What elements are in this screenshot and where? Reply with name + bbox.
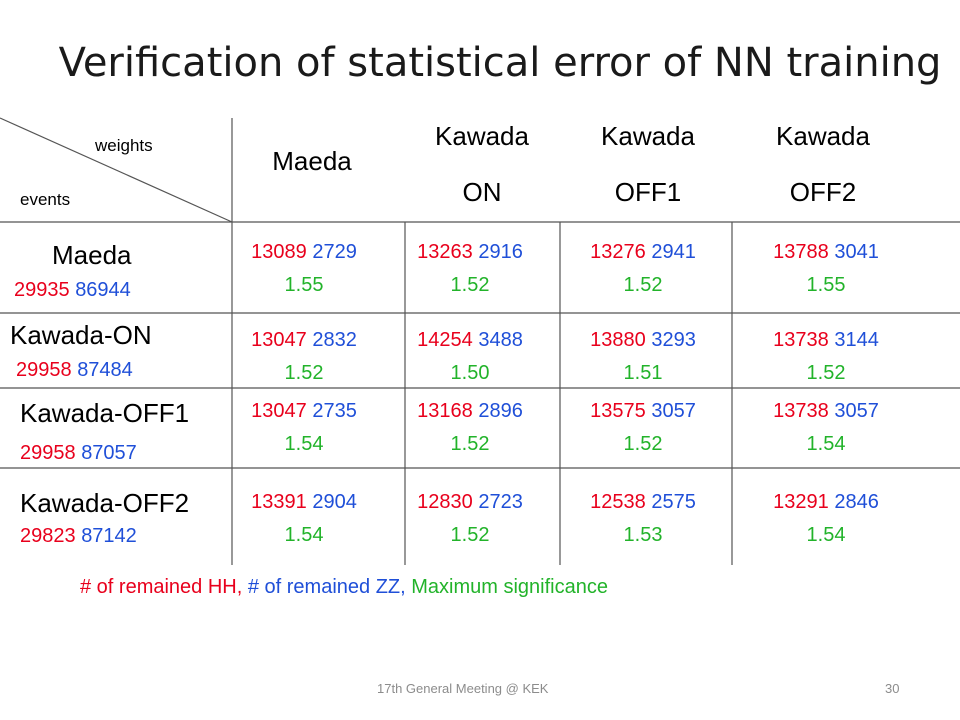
significance-value: 1.52	[450, 524, 490, 546]
significance-value: 1.54	[284, 524, 324, 546]
zz-count: 2729	[312, 241, 357, 263]
significance-value: 1.50	[450, 362, 490, 384]
zz-count: 2846	[834, 491, 879, 513]
row-label-kawada-off2: Kawada-OFF2	[20, 488, 190, 518]
column-header-maeda: Maeda	[272, 146, 352, 176]
significance-value: 1.52	[450, 274, 490, 296]
corner-events-label: events	[20, 190, 71, 209]
table-cell: 14254 3488 1.50	[390, 324, 550, 390]
column-header-kawada-off1-line1: Kawada	[601, 121, 695, 151]
zz-count: 2941	[651, 241, 696, 263]
hh-count: 13291	[773, 491, 829, 513]
row-events-kawada-off1: 29958 87057	[20, 442, 137, 465]
zz-count: 2575	[651, 491, 696, 513]
legend-zz: # of remained ZZ,	[247, 576, 406, 598]
events-zz-count: 87142	[81, 525, 137, 547]
table-cell: 13263 2916 1.52	[390, 236, 550, 302]
table-cell: 13391 2904 1.54	[224, 486, 384, 552]
hh-count: 13089	[251, 241, 307, 263]
legend: # of remained HH, # of remained ZZ, Maxi…	[80, 576, 608, 599]
hh-count: 13276	[590, 241, 646, 263]
significance-value: 1.51	[623, 362, 663, 384]
column-header-kawada-off2-line1: Kawada	[776, 121, 870, 151]
row-label-kawada-on: Kawada-ON	[10, 320, 152, 350]
table-cell: 13276 2941 1.52	[563, 236, 723, 302]
table-cell: 13738 3057 1.54	[746, 395, 906, 461]
legend-hh: # of remained HH,	[80, 576, 243, 598]
zz-count: 3057	[651, 400, 696, 422]
hh-count: 12830	[417, 491, 473, 513]
hh-count: 13047	[251, 329, 307, 351]
table-cell: 13291 2846 1.54	[746, 486, 906, 552]
zz-count: 2904	[312, 491, 357, 513]
significance-value: 1.52	[450, 433, 490, 455]
hh-count: 12538	[590, 491, 646, 513]
column-header-kawada-off2-line2: OFF2	[789, 177, 857, 207]
row-label-maeda: Maeda	[52, 240, 132, 270]
table-cell: 13575 3057 1.52	[563, 395, 723, 461]
corner-weights-label: weights	[95, 136, 153, 155]
row-label-kawada-off1: Kawada-OFF1	[20, 398, 190, 428]
hh-count: 13738	[773, 400, 829, 422]
table-cell: 12830 2723 1.52	[390, 486, 550, 552]
significance-value: 1.52	[806, 362, 846, 384]
table-cell: 12538 2575 1.53	[563, 486, 723, 552]
zz-count: 2916	[478, 241, 523, 263]
table-cell: 13089 2729 1.55	[224, 236, 384, 302]
events-zz-count: 87484	[77, 359, 133, 381]
page-number: 30	[885, 681, 900, 696]
zz-count: 2723	[478, 491, 523, 513]
hh-count: 13047	[251, 400, 307, 422]
significance-value: 1.52	[284, 362, 324, 384]
events-hh-count: 29823	[20, 525, 76, 547]
events-zz-count: 87057	[81, 442, 137, 464]
hh-count: 13263	[417, 241, 473, 263]
significance-value: 1.52	[623, 433, 663, 455]
table-cell: 13047 2832 1.52	[224, 324, 384, 390]
page-title: Verification of statistical error of NN …	[58, 40, 942, 86]
zz-count: 2735	[312, 400, 357, 422]
hh-count: 13880	[590, 329, 646, 351]
zz-count: 3041	[834, 241, 879, 263]
row-events-kawada-off2: 29823 87142	[20, 525, 137, 548]
row-events-kawada-on: 29958 87484	[16, 359, 133, 382]
hh-count: 13575	[590, 400, 646, 422]
table-cell: 13880 3293 1.51	[563, 324, 723, 390]
hh-count: 13738	[773, 329, 829, 351]
column-header-kawada-on-line2: ON	[462, 177, 502, 207]
significance-value: 1.55	[284, 274, 324, 296]
hh-count: 13168	[417, 400, 473, 422]
zz-count: 3488	[478, 329, 523, 351]
column-header-kawada-off1-line2: OFF1	[614, 177, 682, 207]
events-hh-count: 29935	[14, 279, 70, 301]
events-hh-count: 29958	[20, 442, 76, 464]
events-zz-count: 86944	[75, 279, 131, 301]
hh-count: 14254	[417, 329, 473, 351]
table-cell: 13788 3041 1.55	[746, 236, 906, 302]
legend-significance: Maximum significance	[411, 576, 608, 598]
zz-count: 2832	[312, 329, 357, 351]
significance-value: 1.52	[623, 274, 663, 296]
zz-count: 3293	[651, 329, 696, 351]
table-cell: 13047 2735 1.54	[224, 395, 384, 461]
zz-count: 3144	[834, 329, 879, 351]
zz-count: 3057	[834, 400, 879, 422]
corner-diagonal	[0, 117, 233, 223]
table-cell: 13168 2896 1.52	[390, 395, 550, 461]
significance-value: 1.54	[284, 433, 324, 455]
table-cell: 13738 3144 1.52	[746, 324, 906, 390]
significance-value: 1.55	[806, 274, 846, 296]
significance-value: 1.54	[806, 524, 846, 546]
hh-count: 13788	[773, 241, 829, 263]
row-events-maeda: 29935 86944	[14, 279, 131, 302]
zz-count: 2896	[478, 400, 523, 422]
events-hh-count: 29958	[16, 359, 72, 381]
footer-meeting: 17th General Meeting @ KEK	[377, 681, 549, 696]
hh-count: 13391	[251, 491, 307, 513]
significance-value: 1.53	[623, 524, 663, 546]
column-header-kawada-on-line1: Kawada	[435, 121, 529, 151]
significance-value: 1.54	[806, 433, 846, 455]
